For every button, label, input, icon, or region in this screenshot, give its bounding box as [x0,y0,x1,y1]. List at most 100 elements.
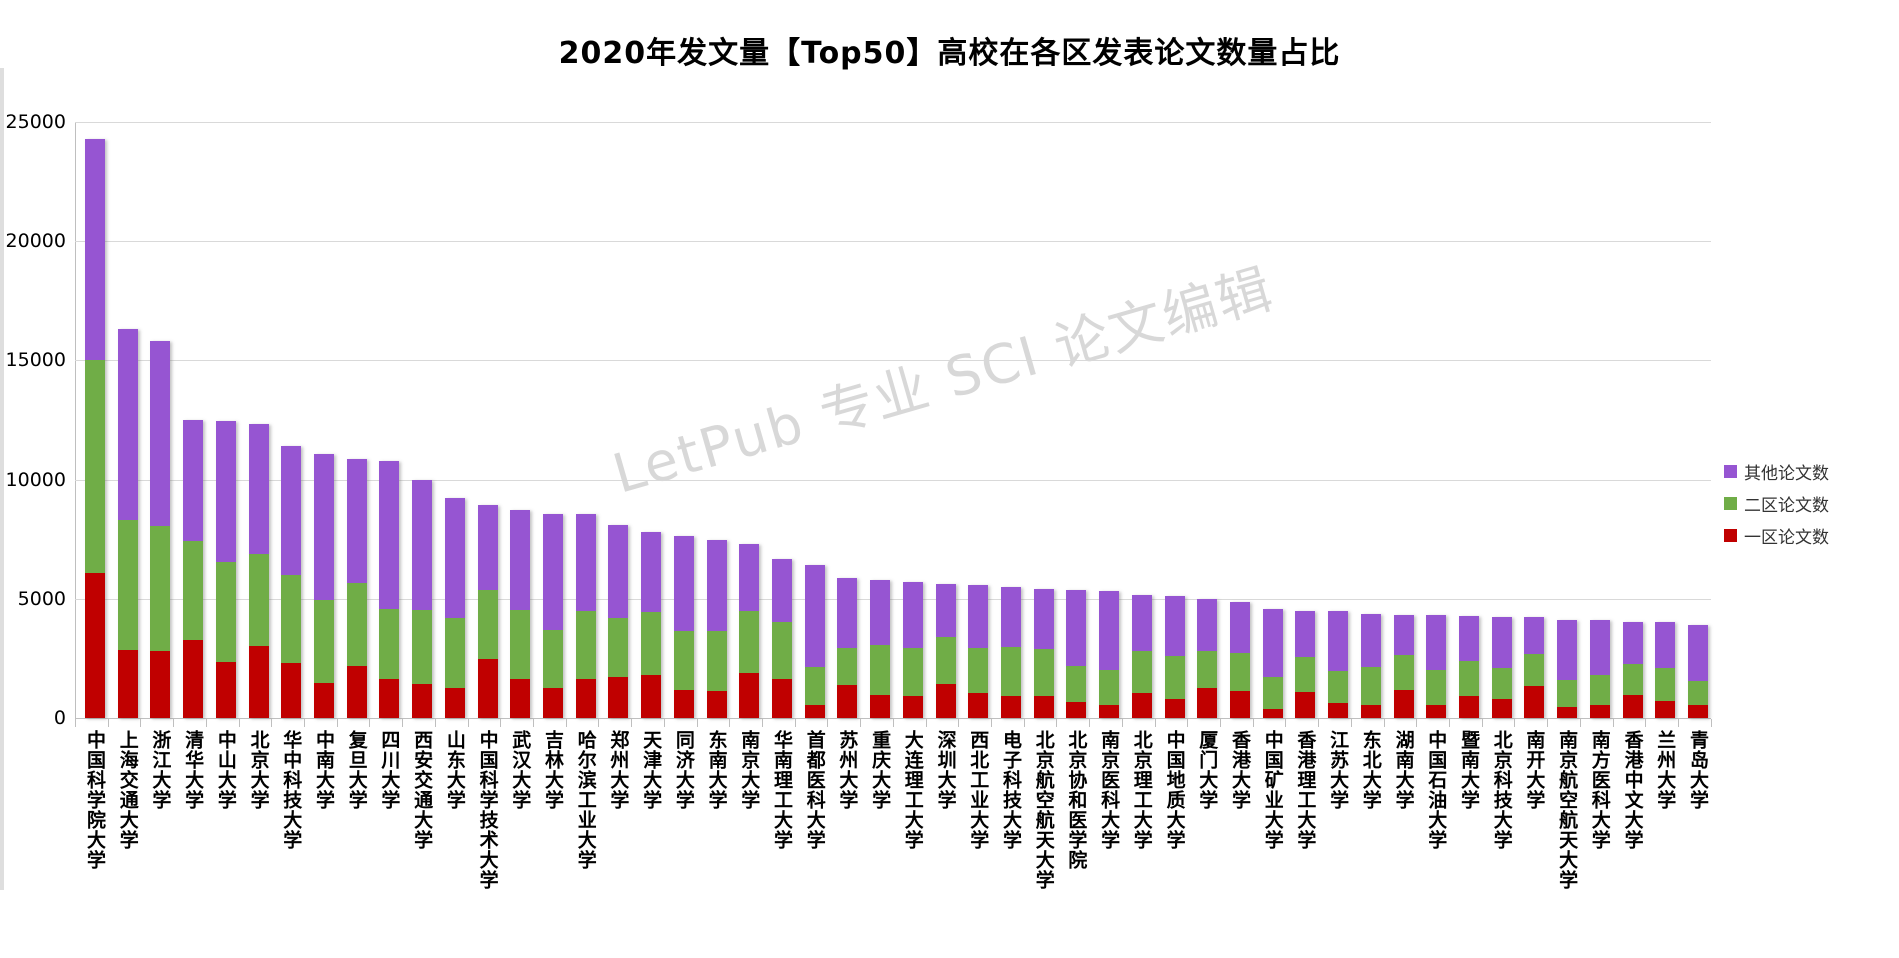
x-category-label-天津大学: 天津大学 [640,730,663,810]
segment-其他论文数 [673,536,694,631]
x-category-label-西北工业大学: 西北工业大学 [967,730,990,850]
bar-郑州大学 [608,525,629,718]
segment-一区论文数 [183,639,204,718]
gridline-20000 [75,241,1711,243]
bar-山东大学 [444,497,465,718]
x-category-label-南开大学: 南开大学 [1523,730,1546,810]
segment-一区论文数 [1131,693,1152,718]
segment-一区论文数 [1033,696,1054,718]
segment-一区论文数 [444,687,465,718]
segment-一区论文数 [150,651,171,718]
segment-二区论文数 [1099,669,1120,705]
category-tick [500,719,502,727]
segment-二区论文数 [1131,650,1152,693]
segment-一区论文数 [968,693,989,718]
bar-哈尔滨工业大学 [575,513,596,718]
x-category-label-北京科技大学: 北京科技大学 [1490,730,1513,850]
segment-一区论文数 [314,683,334,718]
bar-东北大学 [1360,613,1381,718]
segment-二区论文数 [477,590,498,659]
x-category-label-四川大学: 四川大学 [378,730,401,810]
segment-二区论文数 [837,647,858,686]
segment-二区论文数 [314,599,334,683]
segment-其他论文数 [1099,591,1120,670]
x-category-label-中山大学: 中山大学 [214,730,237,810]
category-tick [238,719,240,727]
category-tick [794,719,796,727]
category-tick [467,719,469,727]
segment-一区论文数 [1688,704,1708,718]
category-tick [369,719,371,727]
segment-二区论文数 [1360,667,1381,706]
category-tick [991,719,992,727]
x-category-label-湖南大学: 湖南大学 [1392,730,1415,810]
segment-二区论文数 [117,520,138,651]
page-left-border [0,68,4,890]
bar-中南大学 [314,453,334,718]
segment-其他论文数 [314,453,334,600]
y-tick-label-10000: 10000 [5,468,66,491]
category-tick [1350,719,1352,727]
legend: 其他论文数 二区论文数 一区论文数 [1724,455,1829,551]
segment-一区论文数 [1491,699,1512,718]
segment-其他论文数 [85,138,105,361]
segment-一区论文数 [1524,686,1545,718]
segment-二区论文数 [1688,680,1708,705]
segment-一区论文数 [575,678,596,718]
bar-北京航空航天大学 [1033,588,1054,718]
segment-一区论文数 [543,688,563,718]
segment-其他论文数 [379,460,400,609]
segment-其他论文数 [477,505,498,591]
segment-二区论文数 [575,610,596,679]
x-category-label-北京大学: 北京大学 [247,730,270,810]
segment-其他论文数 [1033,588,1054,649]
segment-二区论文数 [1164,656,1185,699]
segment-一区论文数 [1557,706,1578,718]
segment-一区论文数 [1622,694,1643,718]
segment-其他论文数 [1557,619,1578,680]
segment-二区论文数 [543,629,563,688]
gridline-25000 [75,122,1711,123]
segment-二区论文数 [870,644,891,695]
segment-二区论文数 [1622,663,1643,695]
bar-厦门大学 [1197,598,1218,718]
segment-二区论文数 [1393,655,1414,691]
bar-南京大学 [739,543,760,718]
segment-一区论文数 [1393,690,1414,718]
segment-其他论文数 [1622,621,1643,664]
segment-其他论文数 [150,341,171,527]
category-tick [1449,719,1450,727]
segment-二区论文数 [1655,668,1676,702]
x-category-label-中国地质大学: 中国地质大学 [1163,730,1186,850]
x-category-label-南京大学: 南京大学 [738,730,761,810]
bar-江苏大学 [1328,611,1349,718]
segment-二区论文数 [1033,648,1054,697]
segment-二区论文数 [444,617,465,688]
segment-其他论文数 [117,329,138,521]
segment-一区论文数 [706,691,727,718]
bar-华中科技大学 [281,446,302,718]
category-tick [1710,719,1712,727]
bar-青岛大学 [1688,624,1708,718]
segment-一区论文数 [379,678,400,718]
segment-一区论文数 [935,683,956,718]
segment-其他论文数 [739,543,760,612]
segment-其他论文数 [1491,617,1512,668]
segment-其他论文数 [183,420,204,542]
segment-一区论文数 [1360,705,1381,718]
segment-一区论文数 [1230,691,1250,718]
segment-其他论文数 [608,525,629,618]
segment-其他论文数 [968,585,989,648]
bar-大连理工大学 [902,582,923,718]
bar-电子科技大学 [1001,587,1021,718]
segment-其他论文数 [1131,595,1152,651]
segment-其他论文数 [1655,622,1676,669]
segment-二区论文数 [379,608,400,679]
x-category-label-南京医科大学: 南京医科大学 [1098,730,1121,850]
bar-湖南大学 [1393,614,1414,718]
segment-二区论文数 [706,631,727,692]
segment-一区论文数 [281,662,302,718]
x-category-label-山东大学: 山东大学 [443,730,466,810]
y-tick-label-0: 0 [53,707,66,729]
category-tick [205,719,207,727]
